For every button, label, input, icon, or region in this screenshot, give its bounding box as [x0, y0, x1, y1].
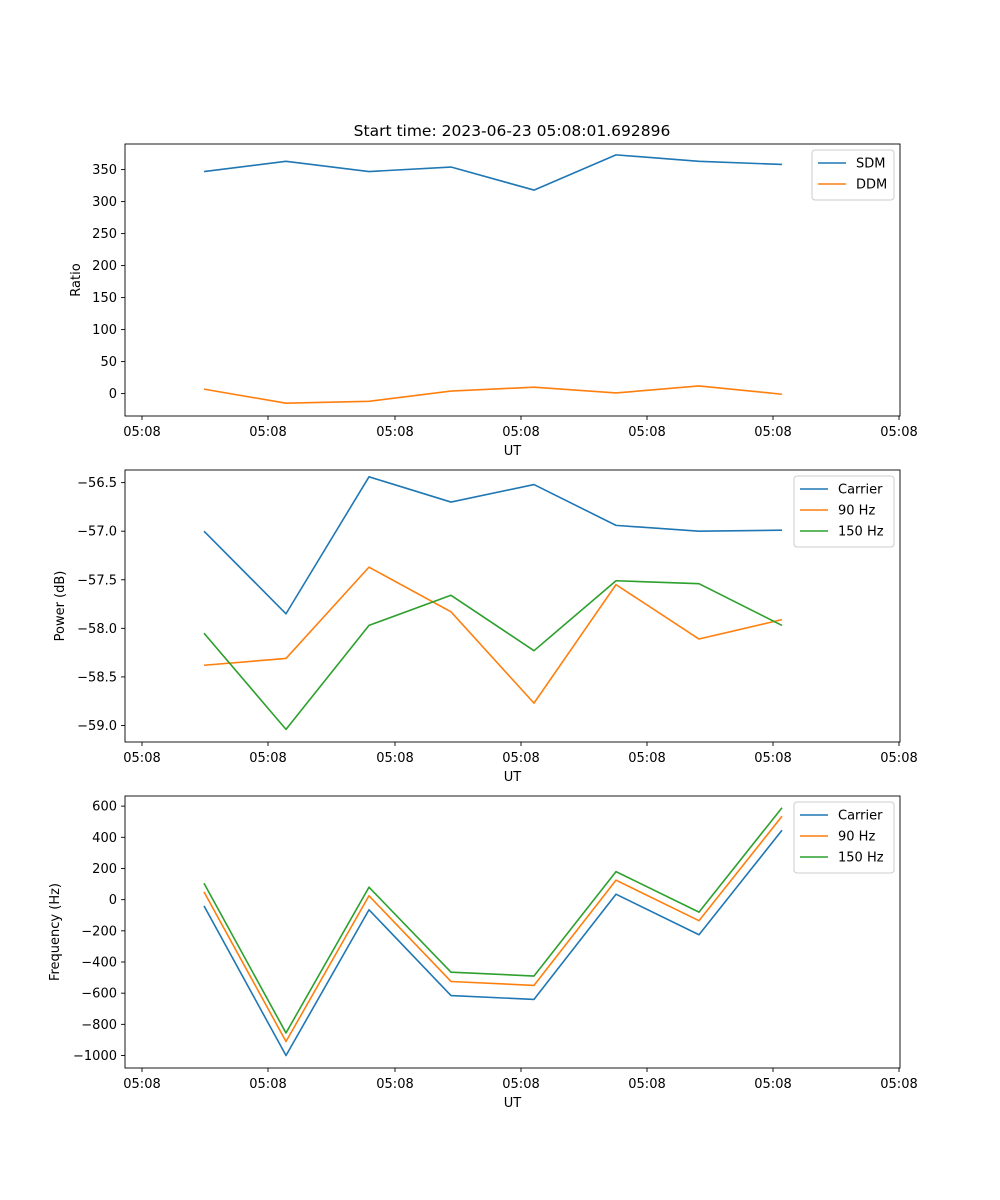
y-tick-label: −800 — [81, 1018, 117, 1033]
x-tick-label: 05:08 — [502, 1077, 539, 1092]
y-tick-label: 0 — [109, 893, 117, 908]
legend-box — [793, 801, 895, 874]
y-tick-label: 350 — [92, 163, 117, 178]
series-line-150-hz — [203, 807, 783, 1034]
series-line-carrier — [203, 475, 783, 615]
y-tick-label: −400 — [81, 956, 117, 971]
x-tick-label: 05:08 — [880, 1077, 917, 1092]
y-tick-label: 200 — [92, 259, 117, 274]
plot-area-frame — [124, 469, 901, 743]
plot-area-frame — [124, 143, 901, 417]
x-tick-label: 05:08 — [628, 1077, 665, 1092]
y-axis-label: Frequency (Hz) — [48, 883, 63, 981]
x-tick-label: 05:08 — [376, 1077, 413, 1092]
x-tick-label: 05:08 — [754, 751, 791, 766]
legend-entry-label: 150 Hz — [838, 525, 884, 540]
panel-1: 05:08 05:08 05:08 05:08 05:08 05:08 05:08 0 50 10… — [69, 143, 918, 459]
y-tick-label: 300 — [92, 195, 117, 210]
x-tick-label: 05:08 — [123, 751, 160, 766]
x-tick-label: 05:08 — [249, 751, 286, 766]
y-tick-label: −1000 — [73, 1049, 117, 1064]
series-line-90-hz — [203, 566, 783, 704]
x-tick-label: 05:08 — [502, 425, 539, 440]
legend-entry-label: Carrier — [838, 809, 883, 824]
x-tick-label: 05:08 — [123, 1077, 160, 1092]
y-tick-label: −600 — [81, 987, 117, 1002]
y-tick-label: 100 — [92, 323, 117, 338]
series-line-sdm — [203, 154, 783, 191]
series-line-carrier — [203, 829, 783, 1057]
y-tick-label: 200 — [92, 862, 117, 877]
x-axis-label: UT — [504, 770, 522, 785]
plot-area-frame — [124, 795, 901, 1069]
y-tick-label: 0 — [109, 387, 117, 402]
series-line-150-hz — [203, 579, 783, 731]
legend-entry-label: 150 Hz — [838, 851, 884, 866]
y-tick-label: −200 — [81, 924, 117, 939]
panel-2: 05:08 05:08 05:08 05:08 05:08 05:08 05:08 −59.0… — [53, 469, 918, 785]
legend: Carrier 90 Hz 150 Hz — [793, 801, 895, 874]
y-tick-label: −58.0 — [77, 622, 117, 637]
y-tick-label: −57.0 — [77, 525, 117, 540]
x-tick-label: 05:08 — [502, 751, 539, 766]
x-tick-label: 05:08 — [123, 425, 160, 440]
y-tick-label: 600 — [92, 800, 117, 815]
y-axis-label: Power (dB) — [53, 571, 68, 642]
y-tick-label: 250 — [92, 227, 117, 242]
legend: Carrier 90 Hz 150 Hz — [793, 475, 895, 548]
legend-entry-label: SDM — [856, 157, 885, 172]
x-tick-label: 05:08 — [376, 425, 413, 440]
x-tick-label: 05:08 — [249, 1077, 286, 1092]
x-axis-label: UT — [504, 444, 522, 459]
y-tick-label: −56.5 — [77, 476, 117, 491]
legend-entry-label: DDM — [856, 178, 887, 193]
x-tick-label: 05:08 — [754, 1077, 791, 1092]
y-tick-label: −59.0 — [77, 719, 117, 734]
legend-box — [793, 475, 895, 548]
series-line-90-hz — [203, 815, 783, 1043]
x-tick-label: 05:08 — [249, 425, 286, 440]
x-tick-label: 05:08 — [754, 425, 791, 440]
y-tick-label: −58.5 — [77, 670, 117, 685]
y-tick-label: 150 — [92, 291, 117, 306]
y-tick-label: 50 — [100, 355, 117, 370]
legend-entry-label: Carrier — [838, 483, 883, 498]
series-line-ddm — [203, 385, 783, 405]
x-axis-label: UT — [504, 1096, 522, 1111]
legend-entry-label: 90 Hz — [838, 504, 875, 519]
panel-3: 05:08 05:08 05:08 05:08 05:08 05:08 05:08 −1000… — [48, 795, 918, 1111]
y-axis-label: Ratio — [69, 263, 84, 296]
x-tick-label: 05:08 — [880, 425, 917, 440]
legend-entry-label: 90 Hz — [838, 830, 875, 845]
x-tick-label: 05:08 — [628, 751, 665, 766]
legend: SDM DDM — [811, 149, 895, 201]
x-tick-label: 05:08 — [628, 425, 665, 440]
y-tick-label: −57.5 — [77, 573, 117, 588]
chart-title: Start time: 2023-06-23 05:08:01.692896 — [354, 122, 671, 140]
x-tick-label: 05:08 — [376, 751, 413, 766]
y-tick-label: 400 — [92, 831, 117, 846]
x-tick-label: 05:08 — [880, 751, 917, 766]
